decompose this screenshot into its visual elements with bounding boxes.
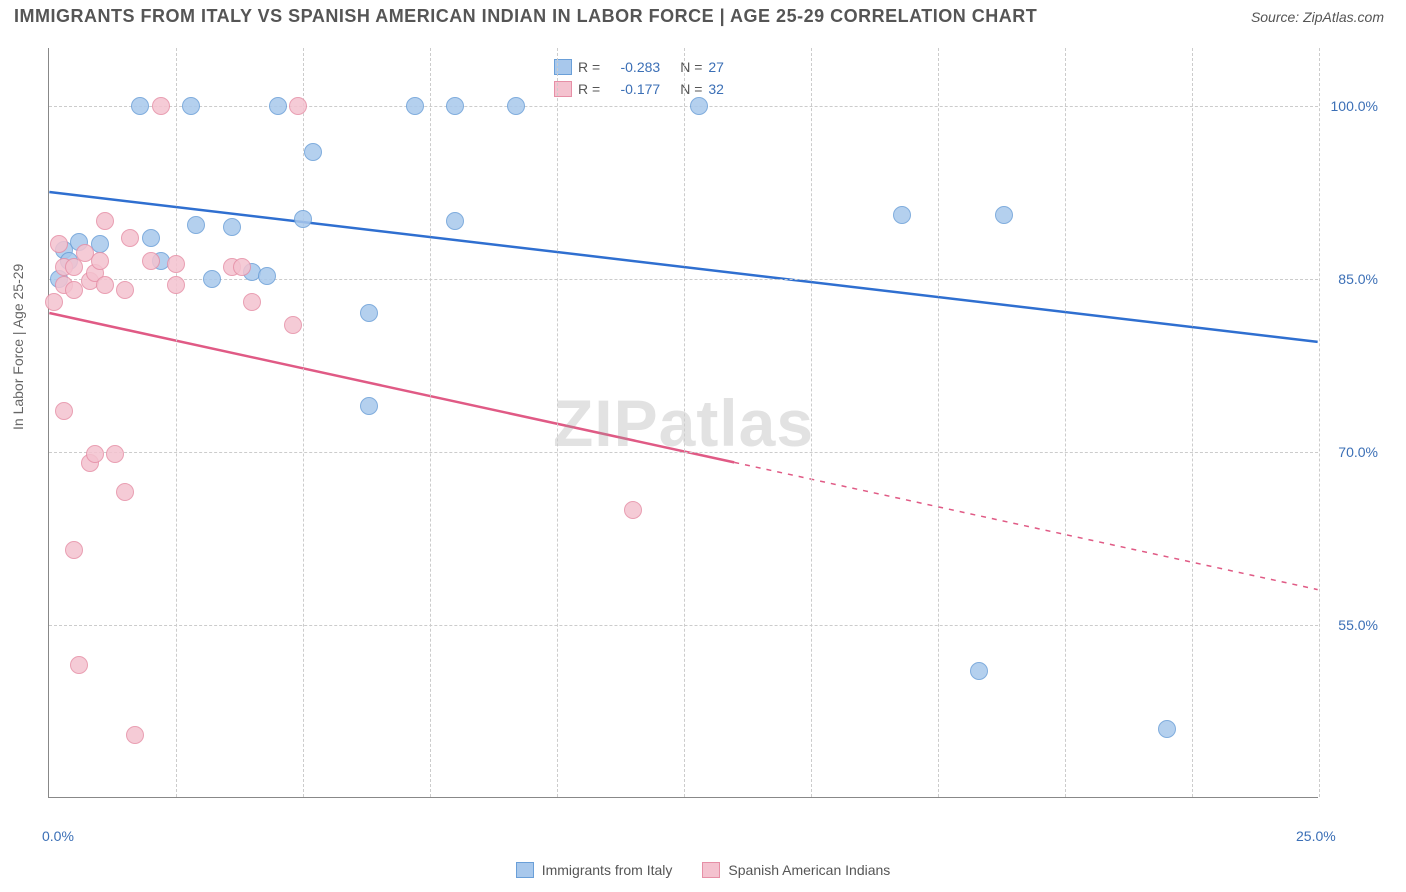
stats-legend-box: R =-0.283N =27R =-0.177N =32 <box>547 53 731 103</box>
x-tick-label: 25.0% <box>1296 828 1336 844</box>
y-tick-label: 100.0% <box>1331 98 1378 114</box>
r-label: R = <box>578 59 600 75</box>
gridline-v <box>1192 48 1193 797</box>
scatter-marker <box>131 97 149 115</box>
scatter-marker <box>970 662 988 680</box>
scatter-marker <box>294 210 312 228</box>
gridline-v <box>430 48 431 797</box>
gridline-v <box>557 48 558 797</box>
y-tick-label: 85.0% <box>1338 271 1378 287</box>
scatter-marker <box>203 270 221 288</box>
legend-swatch <box>516 862 534 878</box>
scatter-marker <box>106 445 124 463</box>
scatter-marker <box>284 316 302 334</box>
legend-label: Spanish American Indians <box>728 862 890 878</box>
gridline-v <box>176 48 177 797</box>
scatter-marker <box>289 97 307 115</box>
scatter-marker <box>269 97 287 115</box>
r-value: -0.177 <box>606 81 660 97</box>
gridline-v <box>1065 48 1066 797</box>
scatter-marker <box>116 281 134 299</box>
scatter-marker <box>142 252 160 270</box>
gridline-v <box>938 48 939 797</box>
n-value: 27 <box>708 59 724 75</box>
y-tick-label: 70.0% <box>1338 444 1378 460</box>
scatter-marker <box>121 229 139 247</box>
scatter-marker <box>142 229 160 247</box>
scatter-marker <box>91 235 109 253</box>
legend-swatch <box>702 862 720 878</box>
scatter-marker <box>446 212 464 230</box>
stats-row: R =-0.283N =27 <box>554 56 724 78</box>
scatter-marker <box>91 252 109 270</box>
scatter-marker <box>187 216 205 234</box>
scatter-marker <box>690 97 708 115</box>
scatter-marker <box>507 97 525 115</box>
trend-line-dashed <box>734 462 1317 589</box>
legend-item: Immigrants from Italy <box>516 862 673 878</box>
chart-plot-area: ZIPatlas R =-0.283N =27R =-0.177N =32 55… <box>48 48 1318 798</box>
scatter-marker <box>258 267 276 285</box>
gridline-v <box>303 48 304 797</box>
scatter-marker <box>893 206 911 224</box>
y-axis-title: In Labor Force | Age 25-29 <box>10 264 26 430</box>
scatter-marker <box>624 501 642 519</box>
scatter-marker <box>116 483 134 501</box>
scatter-marker <box>126 726 144 744</box>
scatter-marker <box>65 541 83 559</box>
r-label: R = <box>578 81 600 97</box>
scatter-marker <box>96 212 114 230</box>
scatter-marker <box>446 97 464 115</box>
scatter-marker <box>96 276 114 294</box>
x-tick-label: 0.0% <box>42 828 74 844</box>
scatter-marker <box>223 218 241 236</box>
y-tick-label: 55.0% <box>1338 617 1378 633</box>
scatter-marker <box>55 402 73 420</box>
bottom-legend: Immigrants from Italy Spanish American In… <box>0 862 1406 878</box>
scatter-marker <box>995 206 1013 224</box>
scatter-marker <box>304 143 322 161</box>
n-value: 32 <box>708 81 724 97</box>
scatter-marker <box>50 235 68 253</box>
chart-title: IMMIGRANTS FROM ITALY VS SPANISH AMERICA… <box>14 6 1037 27</box>
scatter-marker <box>45 293 63 311</box>
scatter-marker <box>70 656 88 674</box>
gridline-v <box>684 48 685 797</box>
legend-label: Immigrants from Italy <box>542 862 673 878</box>
scatter-marker <box>182 97 200 115</box>
scatter-marker <box>243 293 261 311</box>
scatter-marker <box>360 397 378 415</box>
scatter-marker <box>167 255 185 273</box>
trend-line-solid <box>49 313 734 462</box>
gridline-v <box>811 48 812 797</box>
r-value: -0.283 <box>606 59 660 75</box>
scatter-marker <box>233 258 251 276</box>
scatter-marker <box>86 445 104 463</box>
scatter-marker <box>360 304 378 322</box>
scatter-marker <box>1158 720 1176 738</box>
scatter-marker <box>167 276 185 294</box>
source-label: Source: ZipAtlas.com <box>1251 9 1384 25</box>
scatter-marker <box>406 97 424 115</box>
scatter-marker <box>152 97 170 115</box>
legend-item: Spanish American Indians <box>702 862 890 878</box>
gridline-v <box>1319 48 1320 797</box>
